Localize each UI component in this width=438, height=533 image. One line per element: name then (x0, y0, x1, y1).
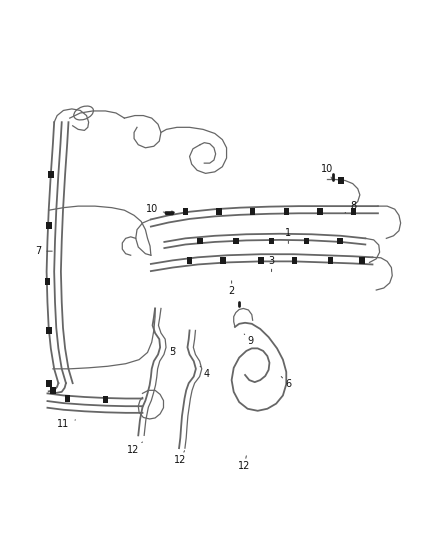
Text: 12: 12 (238, 456, 251, 471)
Bar (220, 257, 226, 264)
Bar (50, 387, 56, 394)
Text: 7: 7 (35, 246, 52, 256)
Bar (328, 257, 333, 264)
Bar (103, 396, 108, 403)
Text: 9: 9 (244, 334, 254, 346)
Bar (233, 238, 239, 244)
Text: 1: 1 (285, 228, 291, 244)
Bar (269, 238, 274, 244)
Bar (337, 238, 343, 244)
Bar (45, 278, 50, 286)
Text: 4: 4 (200, 366, 209, 379)
Bar (216, 208, 222, 215)
Text: 6: 6 (281, 376, 291, 389)
Text: 10: 10 (145, 204, 164, 214)
Bar (338, 177, 344, 184)
Bar (187, 257, 192, 264)
Bar (65, 395, 71, 402)
Bar (250, 208, 255, 215)
Bar (198, 238, 203, 244)
Text: 5: 5 (169, 348, 175, 358)
Bar (46, 327, 52, 334)
Bar (46, 379, 52, 387)
Text: 3: 3 (268, 256, 275, 272)
Bar (48, 171, 54, 178)
Text: 10: 10 (321, 164, 334, 179)
Text: 11: 11 (57, 419, 75, 429)
Bar (304, 238, 309, 244)
Text: 12: 12 (174, 451, 187, 465)
Bar (317, 208, 323, 215)
Bar (46, 222, 52, 229)
Text: 12: 12 (127, 442, 142, 455)
Bar (351, 208, 356, 215)
Text: 8: 8 (345, 201, 357, 213)
Bar (292, 257, 297, 264)
Bar (283, 208, 289, 215)
Bar (359, 257, 365, 264)
Bar (183, 208, 188, 215)
Text: 2: 2 (229, 281, 235, 296)
Bar (258, 257, 264, 264)
